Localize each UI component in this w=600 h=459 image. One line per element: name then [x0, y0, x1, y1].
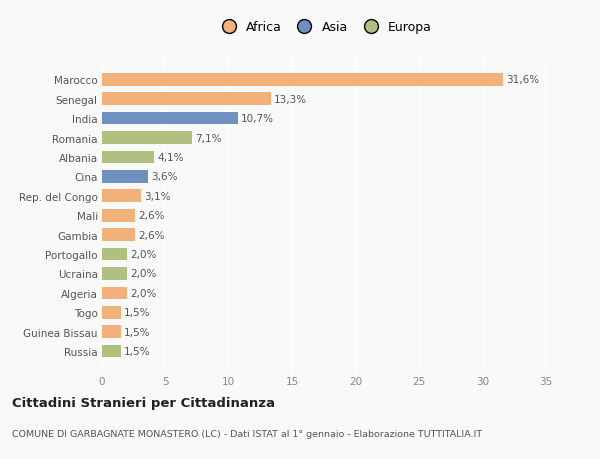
Bar: [102, 306, 121, 319]
Text: 7,1%: 7,1%: [195, 133, 222, 143]
Text: 3,6%: 3,6%: [151, 172, 178, 182]
Bar: [102, 268, 127, 280]
Text: 2,0%: 2,0%: [131, 250, 157, 259]
Bar: [102, 325, 121, 338]
Text: 1,5%: 1,5%: [124, 308, 151, 318]
Text: COMUNE DI GARBAGNATE MONASTERO (LC) - Dati ISTAT al 1° gennaio - Elaborazione TU: COMUNE DI GARBAGNATE MONASTERO (LC) - Da…: [12, 429, 482, 438]
Text: 31,6%: 31,6%: [506, 75, 539, 85]
Text: Cittadini Stranieri per Cittadinanza: Cittadini Stranieri per Cittadinanza: [12, 396, 275, 409]
Bar: [102, 151, 154, 164]
Bar: [102, 74, 503, 86]
Text: 1,5%: 1,5%: [124, 327, 151, 337]
Text: 2,6%: 2,6%: [138, 230, 164, 240]
Bar: [102, 93, 271, 106]
Bar: [102, 248, 127, 261]
Bar: [102, 345, 121, 358]
Bar: [102, 112, 238, 125]
Text: 2,0%: 2,0%: [131, 269, 157, 279]
Text: 2,0%: 2,0%: [131, 288, 157, 298]
Bar: [102, 171, 148, 183]
Legend: Africa, Asia, Europa: Africa, Asia, Europa: [211, 16, 437, 39]
Bar: [102, 229, 135, 241]
Bar: [102, 287, 127, 300]
Text: 4,1%: 4,1%: [157, 153, 184, 162]
Bar: [102, 209, 135, 222]
Bar: [102, 190, 142, 203]
Text: 10,7%: 10,7%: [241, 114, 274, 124]
Text: 2,6%: 2,6%: [138, 211, 164, 221]
Text: 13,3%: 13,3%: [274, 95, 307, 105]
Text: 3,1%: 3,1%: [145, 191, 171, 202]
Bar: [102, 132, 192, 145]
Text: 1,5%: 1,5%: [124, 347, 151, 356]
